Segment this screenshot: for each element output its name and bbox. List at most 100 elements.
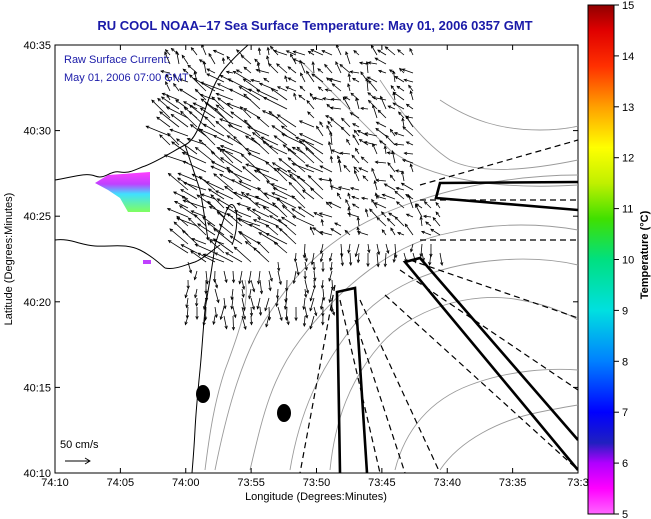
- current-vector: [398, 111, 405, 119]
- current-vector: [247, 152, 270, 164]
- current-vector: [239, 86, 261, 101]
- colorbar-tick-label: 15: [622, 0, 634, 12]
- current-vector-head: [266, 180, 270, 184]
- current-vector: [264, 297, 270, 311]
- current-vector-head: [354, 253, 358, 258]
- current-vector-head: [339, 151, 344, 155]
- current-vector-head: [251, 131, 256, 136]
- current-vector-head: [383, 263, 387, 268]
- current-vector: [393, 91, 405, 101]
- current-vector: [308, 51, 315, 56]
- current-vector: [310, 49, 324, 56]
- x-axis-label: Longitude (Degrees:Minutes): [245, 491, 387, 503]
- current-vector-head: [212, 135, 217, 139]
- x-axis-ticks: 74:10 74:05 74:00 73:55 73:50 73:45 73:40 73:35…: [41, 45, 589, 489]
- current-vector-head: [296, 175, 301, 179]
- current-vector: [217, 198, 234, 209]
- current-vector-head: [329, 130, 333, 135]
- current-vector: [247, 126, 270, 137]
- current-vector: [374, 57, 387, 65]
- current-vector-head: [197, 223, 201, 227]
- x-tick-label: 74:00: [172, 477, 200, 489]
- current-vector-head: [272, 202, 276, 206]
- current-vector-head: [268, 145, 273, 149]
- current-vector-head: [420, 230, 425, 234]
- current-vector: [169, 129, 189, 137]
- current-vector: [351, 155, 360, 164]
- current-vector: [215, 190, 234, 200]
- current-vector-head: [401, 158, 406, 163]
- current-vector: [298, 206, 315, 218]
- current-vector-head: [216, 83, 221, 87]
- current-vector: [226, 56, 234, 65]
- current-vector: [264, 192, 279, 200]
- current-vector-head: [298, 120, 303, 124]
- current-vector-head: [313, 277, 317, 282]
- current-vector-head: [163, 154, 168, 158]
- current-vector-head: [275, 224, 279, 229]
- current-vector-head: [394, 216, 399, 220]
- current-vector: [233, 70, 252, 83]
- current-vector-head: [276, 114, 281, 118]
- current-vector-head: [325, 201, 330, 206]
- current-vector: [181, 244, 198, 254]
- current-vector: [287, 66, 297, 74]
- current-vector: [269, 145, 288, 155]
- current-vector-head: [212, 49, 217, 53]
- current-vector: [255, 195, 279, 209]
- current-vector: [234, 210, 252, 218]
- current-vector: [345, 199, 351, 209]
- current-vector-head: [360, 156, 365, 160]
- current-vector-head: [225, 206, 230, 211]
- current-vector-head: [419, 253, 423, 258]
- current-vector: [387, 162, 396, 173]
- current-vector-head: [254, 58, 258, 63]
- current-vector: [396, 187, 405, 191]
- current-vector-head: [164, 51, 168, 56]
- current-vector-head: [404, 258, 408, 263]
- current-vector: [190, 47, 198, 56]
- current-vector-head: [345, 198, 349, 203]
- current-vector: [183, 182, 207, 191]
- current-vector-head: [189, 104, 193, 109]
- current-vector: [213, 50, 225, 56]
- current-vector-head: [376, 216, 380, 221]
- current-vector: [240, 106, 252, 119]
- current-vector: [208, 188, 225, 200]
- current-vector-head: [193, 214, 198, 218]
- current-vector-head: [273, 241, 278, 246]
- current-vector: [281, 133, 306, 146]
- current-vector: [334, 222, 342, 227]
- current-vector: [188, 217, 207, 236]
- current-vector: [340, 243, 343, 257]
- current-vector-head: [422, 214, 427, 219]
- current-vector-head: [200, 193, 205, 197]
- current-vector-head: [312, 267, 316, 272]
- current-vector: [376, 252, 379, 267]
- current-vector: [375, 161, 387, 164]
- current-vector-head: [202, 306, 207, 310]
- current-vector: [325, 89, 333, 92]
- current-vector-head: [194, 243, 199, 247]
- current-vector: [402, 118, 405, 128]
- current-vector: [318, 86, 324, 92]
- y-tick-label: 40:20: [23, 297, 51, 309]
- current-vector: [180, 189, 198, 200]
- current-vector-head: [389, 128, 394, 133]
- current-vector: [243, 66, 252, 74]
- current-vector: [331, 306, 335, 316]
- current-vector: [220, 145, 243, 155]
- current-vector: [222, 57, 225, 65]
- bathymetry-contours: [204, 59, 578, 471]
- x-tick-label: 74:05: [107, 477, 135, 489]
- current-vector: [258, 48, 261, 56]
- current-vector-head: [186, 285, 190, 290]
- colorbar-tick-label: 7: [622, 407, 628, 419]
- current-vector: [151, 99, 171, 119]
- current-vector-head: [356, 226, 360, 231]
- current-vector: [176, 217, 198, 227]
- current-vector: [226, 207, 243, 218]
- current-vector-head: [235, 69, 240, 73]
- current-vector-head: [319, 250, 324, 255]
- current-vector-head: [195, 316, 199, 320]
